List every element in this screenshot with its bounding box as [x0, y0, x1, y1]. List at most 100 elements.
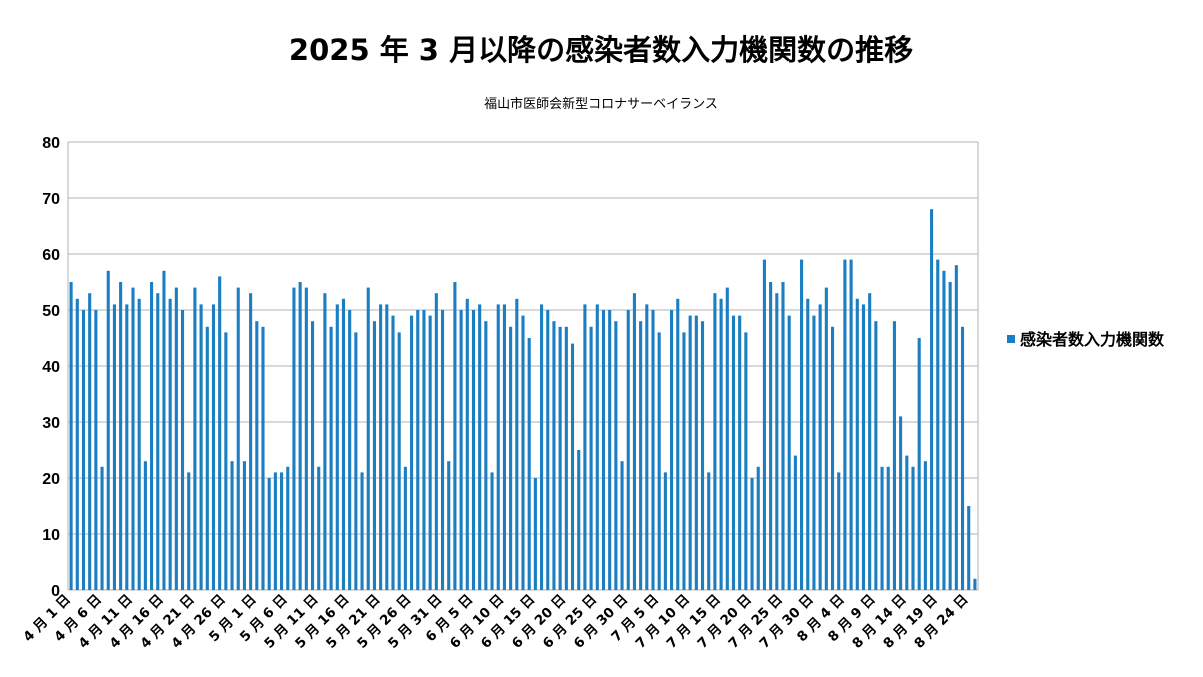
chart-subtitle: 福山市医師会新型コロナサーベイランス — [484, 96, 718, 112]
bar — [397, 332, 401, 590]
bar — [682, 332, 686, 590]
bar — [298, 282, 302, 590]
bar — [187, 472, 191, 590]
bar — [168, 298, 172, 590]
bar — [719, 298, 723, 590]
bar — [905, 455, 909, 590]
bar — [787, 315, 791, 590]
bar — [713, 293, 717, 590]
bar — [651, 310, 655, 590]
y-tick-label: 30 — [42, 415, 60, 432]
bar — [738, 315, 742, 590]
bar — [886, 466, 890, 590]
bar — [416, 310, 420, 590]
bar — [335, 304, 339, 590]
bar — [267, 478, 271, 590]
bar — [775, 293, 779, 590]
bar — [348, 310, 352, 590]
y-tick-label: 80 — [42, 135, 60, 152]
bar — [410, 315, 414, 590]
y-tick-label: 40 — [42, 359, 60, 376]
bar — [354, 332, 358, 590]
bar — [471, 310, 476, 590]
bar — [273, 472, 277, 590]
bar — [843, 259, 847, 590]
bar — [812, 315, 816, 590]
bar — [372, 321, 376, 590]
bar — [428, 315, 432, 590]
bar — [180, 310, 185, 590]
bar — [205, 326, 209, 590]
bar — [818, 304, 822, 590]
bar — [632, 293, 636, 590]
bar — [527, 338, 531, 590]
bar — [360, 472, 364, 590]
bar — [973, 578, 977, 590]
bar — [540, 304, 544, 590]
bar — [837, 472, 841, 590]
bar — [731, 315, 736, 590]
y-tick-label: 10 — [42, 527, 60, 544]
bar — [892, 321, 896, 590]
bar — [478, 304, 482, 590]
bar — [211, 304, 216, 590]
bar — [756, 466, 760, 590]
bar — [230, 461, 234, 590]
bar — [793, 455, 797, 590]
bar — [385, 304, 389, 590]
bar — [224, 332, 228, 590]
bar — [94, 310, 98, 590]
bar — [193, 287, 197, 590]
bar — [608, 310, 612, 590]
bar — [484, 321, 488, 590]
bar — [769, 282, 773, 590]
legend-label: 感染者数入力機関数 — [1020, 330, 1165, 349]
bar — [88, 293, 92, 590]
bar — [131, 287, 135, 590]
bar — [570, 343, 575, 590]
bar — [502, 304, 506, 590]
bar — [744, 332, 748, 590]
bar — [948, 282, 952, 590]
bar — [800, 259, 804, 590]
bar — [317, 466, 321, 590]
bar — [509, 326, 513, 590]
bar — [143, 461, 147, 590]
bar — [242, 461, 246, 590]
bar — [341, 298, 346, 590]
bars — [69, 209, 977, 590]
bar — [707, 472, 711, 590]
y-tick-label: 60 — [42, 247, 60, 264]
bar — [960, 326, 965, 590]
bar — [546, 310, 550, 590]
bar — [150, 282, 154, 590]
bar — [577, 450, 581, 590]
bar — [106, 270, 110, 590]
bar — [861, 304, 866, 590]
bar — [614, 321, 618, 590]
bar — [366, 287, 370, 590]
bar — [595, 304, 599, 590]
bar — [670, 310, 674, 590]
bar — [936, 259, 940, 590]
bar — [465, 298, 469, 590]
bar — [280, 472, 284, 590]
bar — [137, 298, 141, 590]
bar — [626, 310, 630, 590]
bar — [174, 287, 178, 590]
bar — [75, 298, 79, 590]
bar — [199, 304, 203, 590]
bar — [81, 310, 86, 590]
bar — [694, 315, 698, 590]
bar — [255, 321, 259, 590]
bar — [954, 265, 958, 590]
bar — [286, 466, 290, 590]
bar — [855, 298, 859, 590]
bar — [119, 282, 123, 590]
bar — [899, 416, 903, 590]
bar — [447, 461, 451, 590]
bar — [564, 326, 568, 590]
bar — [750, 478, 754, 590]
bar — [639, 321, 643, 590]
bar — [923, 461, 927, 590]
